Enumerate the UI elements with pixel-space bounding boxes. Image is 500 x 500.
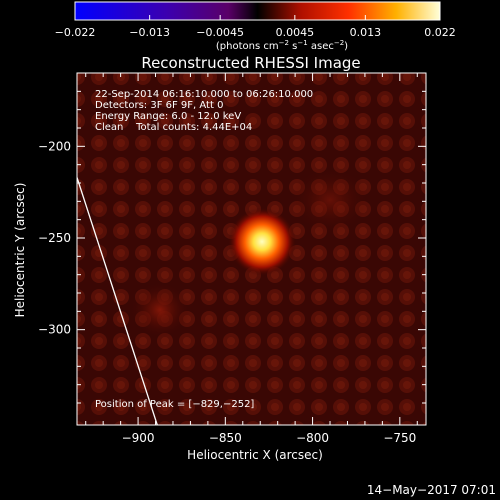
colorbar-ticks: −0.022 −0.013 −0.0045 0.0045 0.013 0.022 [55,15,456,39]
y-tick-label: −300 [38,323,71,337]
secondary-source [130,282,190,338]
x-axis-label: Heliocentric X (arcsec) [187,448,323,462]
solar-limb-line [77,177,158,425]
chart-title: Reconstructed RHESSI Image [141,54,360,72]
x-tick-label: −750 [383,431,416,445]
y-tick-label: −250 [38,231,71,245]
info-line-energy: Energy Range: 6.0 - 12.0 keV [95,111,241,122]
x-tick-label: −800 [296,431,329,445]
colorbar-tick-label: −0.0045 [196,26,244,39]
peak-source [227,207,296,276]
colorbar-unit-label: (photons cm−2 s−1 asec−2) [216,39,348,52]
footer-date: 14−May−2017 07:01 [367,483,496,497]
info-line-detectors: Detectors: 3F 6F 9F, Att 0 [95,100,223,111]
x-tick-label: −850 [209,431,242,445]
y-axis-label: Heliocentric Y (arcsec) [13,183,27,318]
info-line-time: 22-Sep-2014 06:16:10.000 to 06:26:10.000 [95,89,313,100]
info-box: 22-Sep-2014 06:16:10.000 to 06:26:10.000… [95,89,313,133]
peak-position-label: Position of Peak = [−829,−252] [95,399,254,410]
x-tick-label: −900 [122,431,155,445]
colorbar-tick-label: 0.013 [350,26,382,39]
colorbar-tick-label: 0.0045 [276,26,315,39]
background-blob [290,166,370,234]
y-tick-label: −200 [38,139,71,153]
colorbar-tick-label: −0.022 [55,26,96,39]
info-line-clean: Clean Total counts: 4.44E+04 [95,122,252,133]
image-area [77,73,426,425]
y-axis: −200 −250 −300 [38,72,426,404]
colorbar-tick-label: −0.013 [129,26,170,39]
x-axis: −900 −850 −800 −750 [85,73,418,445]
colorbar: −0.022 −0.013 −0.0045 0.0045 0.013 0.022 (pho… [55,1,456,52]
colorbar-gradient [74,1,441,21]
plot-frame [76,72,427,426]
colorbar-tick-label: 0.022 [424,26,456,39]
